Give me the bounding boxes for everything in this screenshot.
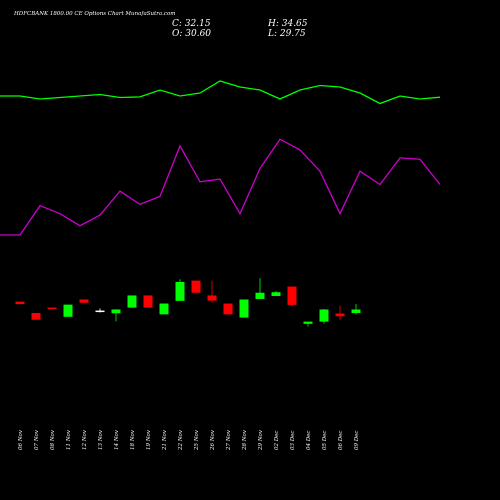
candle-body xyxy=(31,313,41,320)
x-tick-label: 04 Dec xyxy=(306,431,312,451)
x-tick-label: 26 Nov xyxy=(210,429,216,451)
candle-body xyxy=(255,292,265,299)
x-tick-label: 29 Nov xyxy=(258,429,264,451)
open-value: O: 30.60 xyxy=(172,29,211,39)
candles-group xyxy=(15,278,361,327)
x-tick-label: 13 Nov xyxy=(98,429,104,450)
x-tick-label: 11 Nov xyxy=(66,429,72,450)
x-tick-label: 14 Nov xyxy=(114,429,120,450)
x-tick-label: 21 Nov xyxy=(162,429,168,451)
candle-body xyxy=(271,292,281,296)
x-tick-label: 05 Dec xyxy=(322,431,328,451)
candle-body xyxy=(79,299,89,303)
x-tick-label: 18 Nov xyxy=(130,429,136,450)
candle-body xyxy=(63,304,73,317)
candle-body xyxy=(239,299,249,318)
candle-body xyxy=(319,309,329,322)
candle-body xyxy=(287,286,297,305)
x-tick-label: 12 Nov xyxy=(82,429,88,450)
candle-body xyxy=(303,321,313,324)
candle-body xyxy=(207,295,217,301)
high-value: H: 34.65 xyxy=(267,19,308,29)
lower-line-series xyxy=(0,138,441,236)
candle-body xyxy=(143,295,153,308)
x-tick-label: 03 Dec xyxy=(290,431,296,451)
candle-body xyxy=(223,303,233,315)
candle-body xyxy=(159,303,169,315)
x-tick-label: 28 Nov xyxy=(242,429,248,451)
x-tick-label: 06 Dec xyxy=(338,431,344,451)
x-tick-label: 19 Nov xyxy=(146,429,152,450)
x-tick-label: 02 Dec xyxy=(274,431,280,451)
candle-body xyxy=(15,301,25,305)
x-tick-label: 09 Dec xyxy=(354,431,360,451)
x-tick-label: 25 Nov xyxy=(194,429,200,451)
x-tick-label: 08 Nov xyxy=(50,429,56,450)
chart-title: HDFCBANK 1800.00 CE Options Chart Munafa… xyxy=(13,11,176,17)
candle-body xyxy=(351,309,361,313)
candle-body xyxy=(335,313,345,317)
candle-body xyxy=(127,295,137,308)
close-value: C: 32.15 xyxy=(172,19,211,29)
x-tick-label: 07 Nov xyxy=(34,429,40,450)
candle-body xyxy=(95,310,105,313)
candle-body xyxy=(175,281,185,301)
x-tick-label: 27 Nov xyxy=(226,429,232,451)
candle-body xyxy=(191,280,201,293)
candle-body xyxy=(111,309,121,314)
x-axis-ticks: 06 Nov 07 Nov 08 Nov 11 Nov 12 Nov 13 Nov 14 N… xyxy=(18,429,360,451)
low-value: L: 29.75 xyxy=(267,29,306,39)
x-tick-label: 22 Nov xyxy=(178,429,184,451)
x-tick-label: 06 Nov xyxy=(18,429,24,450)
candle-body xyxy=(47,307,57,310)
upper-line-series xyxy=(0,80,441,105)
